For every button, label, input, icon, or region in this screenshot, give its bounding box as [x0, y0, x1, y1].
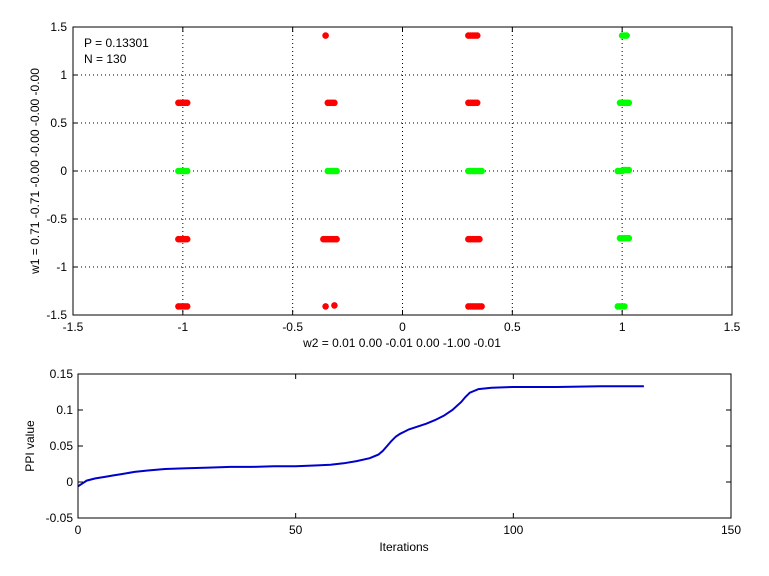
line-y-axis-label: PPI value: [23, 420, 37, 472]
scatter-point-red: [331, 99, 338, 107]
scatter-point-red: [333, 235, 340, 243]
line-y-tick-label: 0: [66, 475, 73, 489]
scatter-y-tick-label: 1: [60, 68, 67, 82]
scatter-point-green: [623, 32, 630, 39]
scatter-x-tick-label: 0: [399, 320, 406, 334]
ppi-line: [77, 385, 644, 488]
scatter-x-axis-label: w2 = 0.01 0.00 -0.01 0.00 -1.00 -0.01: [302, 336, 501, 350]
scatter-point-red: [183, 99, 191, 107]
scatter-y-tick-label: -1.5: [46, 308, 67, 322]
line-y-tick-label: -0.05: [46, 511, 74, 525]
scatter-y-tick-label: 0: [60, 164, 67, 178]
scatter-x-tick-label: -1: [177, 320, 188, 334]
scatter-point-red: [473, 99, 481, 107]
scatter-x-tick-label: -0.5: [282, 320, 303, 334]
scatter-y-tick-label: -1: [56, 260, 67, 274]
line-y-tick-label: 0.05: [50, 439, 74, 453]
scatter-y-tick-label: 0.5: [50, 116, 67, 130]
scatter-point-green: [625, 99, 633, 107]
line-y-tick-label: 0.15: [50, 367, 74, 381]
scatter-point-green: [183, 167, 191, 175]
scatter-y-tick-label: -0.5: [46, 212, 67, 226]
scatter-point-green: [625, 234, 633, 242]
scatter-x-ticks: -1.5 -1 -0.5 0 0.5 1 1.5: [63, 27, 741, 334]
annotation-p-value: P = 0.13301: [84, 36, 149, 50]
scatter-x-tick-label: 0.5: [504, 320, 521, 334]
scatter-x-tick-label: -1.5: [63, 320, 84, 334]
line-y-tick-label: 0.1: [56, 403, 73, 417]
line-x-axis-label: Iterations: [379, 540, 428, 554]
line-x-tick-label: 100: [503, 523, 523, 537]
scatter-point-green: [621, 303, 628, 310]
line-x-tick-label: 0: [75, 523, 82, 537]
scatter-point-green: [478, 167, 485, 175]
line-x-tick-label: 50: [289, 523, 303, 537]
line-x-ticks: 0 50 100 150: [75, 374, 741, 537]
scatter-x-tick-label: 1.5: [724, 320, 741, 334]
line-plot-area: [78, 374, 731, 518]
scatter-point-red: [473, 32, 481, 39]
scatter-points: [175, 32, 633, 310]
scatter-point-red: [478, 303, 485, 310]
scatter-point-red: [476, 235, 483, 243]
line-y-ticks: -0.05 0 0.05 0.1 0.15: [46, 367, 731, 525]
scatter-point-red: [331, 302, 338, 309]
scatter-point-red: [322, 32, 329, 39]
scatter-chart: -1.5 -1 -0.5 0 0.5 1 1.5 -1.5 -1 -0.5 0 0.5 1 1.5 P …: [28, 20, 741, 350]
scatter-y-axis-label: w1 = 0.71 -0.71 -0.00 -0.00 -0.00 -0.00: [28, 68, 42, 275]
scatter-point-red: [183, 303, 191, 310]
annotation-n-value: N = 130: [84, 52, 127, 66]
scatter-point-green: [333, 167, 340, 175]
scatter-y-tick-label: 1.5: [50, 20, 67, 34]
scatter-point-red: [183, 235, 191, 243]
scatter-point-red: [322, 303, 329, 310]
scatter-y-ticks: -1.5 -1 -0.5 0 0.5 1 1.5: [46, 20, 732, 322]
line-x-tick-label: 150: [721, 523, 741, 537]
scatter-x-tick-label: 1: [619, 320, 626, 334]
scatter-point-green: [625, 166, 633, 174]
